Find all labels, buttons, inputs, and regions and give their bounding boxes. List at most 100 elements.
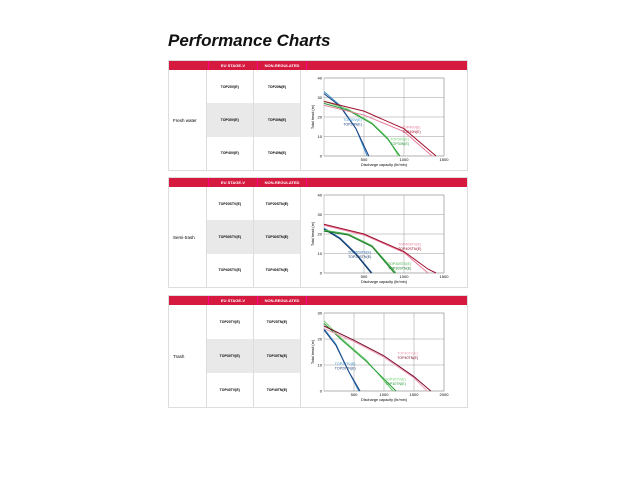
y-tick-label: 10 — [318, 251, 323, 256]
y-tick-label: 40 — [318, 193, 323, 198]
series-line — [323, 323, 397, 392]
legend-label: TOP30N(E) — [390, 142, 409, 146]
legend-label: TOP30TV(E) — [385, 378, 406, 382]
header-eu: EU STAGE-V — [209, 178, 258, 187]
legend-label: TOP30V(E) — [390, 137, 409, 141]
x-tick-label: 2000 — [440, 392, 450, 397]
performance-section: EU STAGE-V NON-REGULATED Trash TOP20TV(E)… — [168, 295, 468, 408]
model-cell: TOP30N(E) — [253, 103, 300, 137]
chart-svg: 500 1000 1500 0 10 20 30 40 Discharge capacity (… — [311, 193, 450, 285]
model-cell: TOP40TV(E) — [219, 388, 240, 392]
page-title: Performance Charts — [168, 31, 331, 50]
y-tick-label: 20 — [318, 337, 323, 342]
performance-section: EU STAGE-V NON-REGULATED Semi-trash TOP20… — [168, 177, 468, 288]
series-line — [323, 227, 373, 274]
header-eu: EU STAGE-V — [209, 61, 258, 70]
eu-models: TOP20TV(E) TOP30TV(E) TOP40TV(E) — [206, 305, 254, 407]
legend-label: TOP40STN(E) — [398, 247, 421, 251]
nr-models: TOP20TN(E) TOP30TN(E) TOP40TN(E) — [253, 305, 301, 407]
chart-svg: 500 1000 1500 2000 0 10 20 30 Discharge capacity… — [311, 311, 450, 403]
legend-label: TOP20TV(E) — [335, 362, 356, 366]
series-line — [323, 230, 395, 274]
series-line — [323, 228, 372, 274]
legend-label: TOP30STN(E) — [388, 267, 411, 271]
series-line — [323, 100, 437, 157]
model-cell: TOP40N(E) — [267, 151, 287, 156]
series-line — [323, 224, 429, 274]
x-tick-label: 500 — [361, 157, 368, 162]
x-tick-label: 1500 — [440, 274, 450, 279]
y-tick-label: 20 — [318, 232, 323, 237]
series-line — [323, 102, 401, 157]
model-cell: TOP30V(E) — [206, 103, 253, 137]
nr-models: TOP20STN(E) TOP30STN(E) TOP40STN(E) — [253, 187, 301, 287]
y-tick-label: 20 — [318, 115, 323, 120]
category-label: Trash — [169, 305, 207, 407]
y-tick-label: 0 — [320, 389, 323, 394]
eu-models: TOP20STV(E) TOP30STV(E) TOP40STV(E) — [206, 187, 254, 287]
legend-label: TOP20V(E) — [343, 118, 362, 122]
model-cell: TOP30STN(E) — [253, 220, 300, 254]
x-tick-label: 1500 — [440, 157, 450, 162]
legend-label: TOP40STV(E) — [398, 243, 421, 247]
table-header: EU STAGE-V NON-REGULATED — [169, 178, 467, 187]
header-nr: NON-REGULATED — [258, 61, 307, 70]
model-cell: TOP40STV(E) — [218, 268, 242, 273]
category-label: Semi-trash — [169, 187, 207, 287]
x-tick-label: 1000 — [380, 392, 390, 397]
model-cell: TOP40TN(E) — [266, 388, 288, 392]
x-tick-label: 500 — [361, 274, 368, 279]
y-tick-label: 30 — [318, 212, 323, 217]
model-cell: TOP20STN(E) — [265, 201, 289, 206]
y-axis-label: Total head (m) — [311, 104, 315, 129]
series-line — [323, 104, 433, 157]
performance-chart: 500 1000 1500 2000 0 10 20 30 Discharge capacity… — [301, 305, 467, 407]
header-blank — [169, 61, 209, 70]
legend-label: TOP30STV(E) — [388, 262, 411, 266]
nr-models: TOP20N(E) TOP30N(E) TOP40N(E) — [253, 70, 301, 170]
header-nr: NON-REGULATED — [258, 296, 307, 305]
legend-label: TOP40V(E) — [402, 126, 421, 130]
eu-models: TOP20V(E) TOP30V(E) TOP40V(E) — [206, 70, 254, 170]
series-line — [323, 325, 432, 392]
y-axis-label: Total head (m) — [311, 221, 315, 246]
x-tick-label: 1500 — [410, 392, 420, 397]
legend-label: TOP30TN(E) — [385, 382, 406, 386]
model-cell: TOP30TN(E) — [253, 339, 300, 373]
legend-label: TOP20N(E) — [343, 122, 362, 126]
x-tick-label: 1000 — [400, 274, 410, 279]
model-cell: TOP40V(E) — [220, 151, 239, 156]
model-cell: TOP20TN(E) — [266, 320, 288, 324]
table-header: EU STAGE-V NON-REGULATED — [169, 61, 467, 70]
y-tick-label: 0 — [320, 271, 323, 276]
series-line — [323, 93, 370, 157]
series-line — [323, 328, 428, 392]
model-cell: TOP40STN(E) — [265, 268, 289, 273]
series-line — [323, 223, 437, 274]
legend-label: TOP20STV(E) — [348, 251, 371, 255]
model-cell: TOP30STV(E) — [206, 220, 253, 254]
x-tick-label: 1000 — [400, 157, 410, 162]
y-tick-label: 10 — [318, 134, 323, 139]
chart-svg: 500 1000 1500 0 10 20 30 40 Discharge capacity (… — [311, 76, 450, 168]
model-cell: TOP20TV(E) — [219, 320, 240, 324]
series-line — [323, 229, 397, 274]
y-tick-label: 10 — [318, 363, 323, 368]
header-blank — [169, 178, 209, 187]
y-tick-label: 40 — [318, 76, 323, 81]
category-label: Fresh water — [169, 70, 207, 170]
model-cell: TOP20V(E) — [220, 84, 239, 89]
performance-chart: 500 1000 1500 0 10 20 30 40 Discharge capacity (… — [301, 187, 467, 287]
y-axis-label: Total head (m) — [311, 339, 315, 364]
header-nr: NON-REGULATED — [258, 178, 307, 187]
header-blank — [169, 296, 209, 305]
y-tick-label: 30 — [318, 311, 323, 316]
y-tick-label: 30 — [318, 95, 323, 100]
performance-chart: 500 1000 1500 0 10 20 30 40 Discharge capacity (… — [301, 70, 467, 170]
legend-label: TOP20STN(E) — [348, 255, 371, 259]
legend-label: TOP40TN(E) — [397, 356, 418, 360]
x-tick-label: 500 — [351, 392, 358, 397]
model-cell: TOP20STV(E) — [218, 201, 242, 206]
x-axis-label: Discharge capacity (ltr/min) — [361, 398, 408, 402]
y-tick-label: 0 — [320, 154, 323, 159]
